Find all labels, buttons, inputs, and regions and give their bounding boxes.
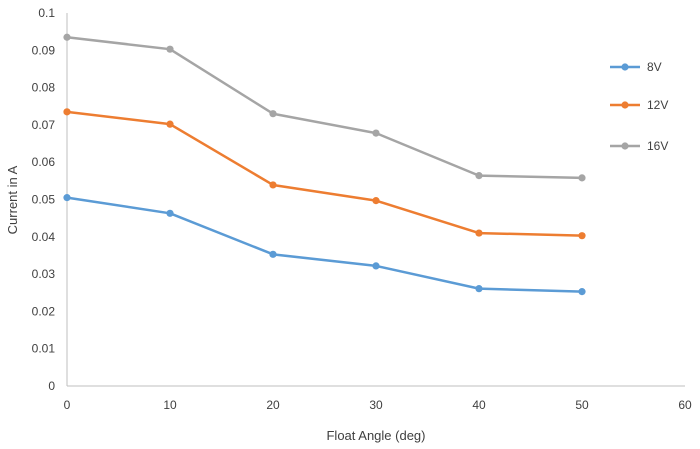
x-tick-label: 20: [266, 398, 280, 412]
x-tick-label: 10: [163, 398, 177, 412]
x-tick-label: 0: [64, 398, 71, 412]
data-point-12v: [63, 108, 71, 116]
y-tick-label: 0.01: [32, 342, 56, 356]
y-tick-label: 0.1: [38, 6, 55, 20]
y-axis-label: Current in A: [5, 165, 20, 234]
legend-label-8v: 8V: [647, 60, 662, 74]
series-12v: [63, 108, 586, 240]
x-tick-label: 40: [472, 398, 486, 412]
data-point-8v: [166, 209, 174, 217]
y-tick-label: 0.08: [32, 81, 56, 95]
y-tick-label: 0.06: [32, 155, 56, 169]
data-point-8v: [372, 262, 380, 270]
data-point-16v: [166, 45, 174, 53]
data-point-12v: [475, 229, 483, 237]
x-tick-label: 50: [575, 398, 589, 412]
y-tick-label: 0.09: [32, 43, 56, 57]
legend-marker-8v: [621, 63, 629, 71]
series-line-12v: [66, 110, 583, 237]
series-line-16v: [66, 36, 583, 180]
y-tick-label: 0.02: [32, 304, 56, 318]
legend-label-16v: 16V: [647, 139, 668, 153]
y-tick-label: 0.03: [32, 267, 56, 281]
series-line-8v: [66, 196, 583, 293]
x-tick-label: 30: [369, 398, 383, 412]
data-point-12v: [269, 181, 277, 189]
data-point-16v: [63, 33, 71, 41]
data-point-8v: [63, 194, 71, 202]
x-tick-labels: 0 10 20 30 40 50 60: [64, 398, 692, 412]
series-8v: [63, 194, 586, 296]
data-point-8v: [578, 288, 586, 296]
y-tick-label: 0.05: [32, 193, 56, 207]
data-point-8v: [269, 250, 277, 258]
legend-label-12v: 12V: [647, 98, 668, 112]
legend: 8V 12V 16V: [610, 60, 668, 153]
data-point-12v: [372, 197, 380, 205]
legend-marker-16v: [621, 142, 629, 150]
y-tick-label: 0.07: [32, 118, 56, 132]
data-point-16v: [475, 172, 483, 180]
data-point-16v: [578, 174, 586, 182]
data-point-12v: [166, 120, 174, 128]
y-tick-label: 0: [48, 379, 55, 393]
series-16v: [63, 33, 586, 182]
data-point-8v: [475, 285, 483, 293]
y-tick-label: 0.04: [32, 230, 56, 244]
x-axis-label: Float Angle (deg): [326, 428, 425, 443]
data-point-12v: [578, 232, 586, 240]
series-layer: [63, 33, 586, 296]
legend-marker-12v: [621, 101, 629, 109]
x-tick-label: 60: [678, 398, 692, 412]
data-point-16v: [372, 129, 380, 137]
data-point-16v: [269, 110, 277, 118]
y-tick-labels: 0 0.01 0.02 0.03 0.04 0.05 0.06 0.07 0.08 0.09 0.1: [32, 6, 56, 393]
